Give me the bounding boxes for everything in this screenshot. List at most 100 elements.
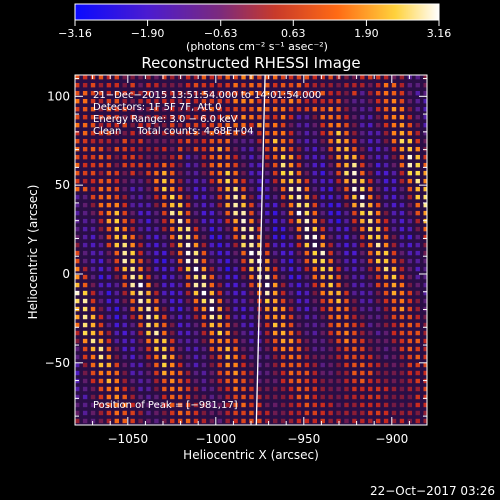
heatmap-cell xyxy=(193,242,199,248)
heatmap-cell xyxy=(90,114,96,120)
heatmap-cell xyxy=(233,75,238,80)
heatmap-cell xyxy=(241,258,246,264)
heatmap-cell xyxy=(360,106,365,112)
heatmap-cell xyxy=(209,370,215,376)
heatmap-cell xyxy=(399,170,405,176)
heatmap-cell xyxy=(257,106,262,112)
heatmap-cell xyxy=(296,122,302,128)
heatmap-cell xyxy=(328,114,333,120)
heatmap-cell xyxy=(233,234,238,240)
heatmap-cell xyxy=(375,346,381,352)
heatmap-cell xyxy=(407,258,413,264)
heatmap-cell xyxy=(75,274,80,280)
heatmap-cell xyxy=(217,258,222,264)
heatmap-cell xyxy=(360,362,365,368)
heatmap-cell xyxy=(288,154,294,160)
heatmap-cell xyxy=(122,146,127,152)
heatmap-cell xyxy=(304,234,310,240)
heatmap-cell xyxy=(273,282,278,288)
heatmap-cell xyxy=(154,186,159,192)
heatmap-cell xyxy=(154,178,159,184)
heatmap-cell xyxy=(249,218,254,224)
heatmap-cell xyxy=(415,346,420,352)
heatmap-cell xyxy=(273,75,278,80)
heatmap-cell xyxy=(90,210,96,216)
heatmap-cell xyxy=(423,170,427,176)
heatmap-cell xyxy=(415,322,420,328)
heatmap-cell xyxy=(399,130,405,136)
heatmap-cell xyxy=(106,146,112,152)
heatmap-cell xyxy=(375,298,381,304)
heatmap-cell xyxy=(177,394,183,400)
heatmap-cell xyxy=(273,274,278,280)
heatmap-cell xyxy=(146,362,151,368)
heatmap-cell xyxy=(304,370,310,376)
heatmap-cell xyxy=(288,82,294,88)
heatmap-cell xyxy=(288,250,294,256)
heatmap-cell xyxy=(162,234,167,240)
heatmap-cell xyxy=(288,146,294,152)
heatmap-cell xyxy=(320,402,325,408)
heatmap-cell xyxy=(383,242,389,248)
heatmap-cell xyxy=(296,282,302,288)
heatmap-cell xyxy=(170,82,175,88)
heatmap-cell xyxy=(312,282,317,288)
heatmap-cell xyxy=(352,226,357,232)
heatmap-cell xyxy=(304,418,310,424)
heatmap-cell xyxy=(257,210,262,216)
heatmap-cell xyxy=(122,242,127,248)
heatmap-cell xyxy=(312,250,317,256)
heatmap-cell xyxy=(391,130,397,136)
heatmap-cell xyxy=(288,354,294,360)
heatmap-cell xyxy=(193,234,199,240)
heatmap-cell xyxy=(383,75,389,80)
heatmap-cell xyxy=(154,370,159,376)
heatmap-cell xyxy=(233,130,238,136)
heatmap-cell xyxy=(368,370,373,376)
heatmap-cell xyxy=(352,82,357,88)
heatmap-cell xyxy=(233,418,238,424)
colorbar-tick-label: 0.63 xyxy=(281,27,306,40)
heatmap-cell xyxy=(288,274,294,280)
heatmap-cell xyxy=(360,194,365,200)
heatmap-cell xyxy=(415,234,420,240)
heatmap-cell xyxy=(273,427,277,431)
heatmap-cell xyxy=(177,162,183,168)
heatmap-cell xyxy=(146,346,151,352)
heatmap-cell xyxy=(177,154,183,160)
heatmap-cell xyxy=(193,306,199,312)
heatmap-cell xyxy=(257,170,262,176)
heatmap-cell xyxy=(344,234,349,240)
heatmap-cell xyxy=(225,274,230,280)
heatmap-cell xyxy=(415,194,420,200)
heatmap-cell xyxy=(249,138,254,144)
heatmap-cell xyxy=(328,418,333,424)
heatmap-cell xyxy=(83,427,87,431)
heatmap-cell xyxy=(391,394,397,400)
heatmap-cell xyxy=(170,418,175,424)
heatmap-cell xyxy=(162,154,167,160)
heatmap-cell xyxy=(265,362,270,368)
heatmap-cell xyxy=(265,314,270,320)
heatmap-cell xyxy=(296,98,302,104)
heatmap-cell xyxy=(407,106,413,112)
heatmap-cell xyxy=(201,370,207,376)
heatmap-cell xyxy=(423,250,427,256)
heatmap-cell xyxy=(344,82,349,88)
heatmap-cell xyxy=(415,410,420,416)
heatmap-cell xyxy=(217,242,222,248)
heatmap-cell xyxy=(90,186,96,192)
heatmap-cell xyxy=(114,322,119,328)
heatmap-cell xyxy=(375,170,381,176)
heatmap-cell xyxy=(368,306,373,312)
heatmap-cell xyxy=(407,274,413,280)
heatmap-cell xyxy=(241,122,246,128)
heatmap-cell xyxy=(130,274,135,280)
heatmap-cell xyxy=(273,162,278,168)
heatmap-cell xyxy=(162,314,167,320)
heatmap-cell xyxy=(280,282,286,288)
heatmap-cell xyxy=(217,410,222,416)
heatmap-cell xyxy=(233,322,238,328)
heatmap-cell xyxy=(257,98,262,104)
heatmap-cell xyxy=(265,98,270,104)
